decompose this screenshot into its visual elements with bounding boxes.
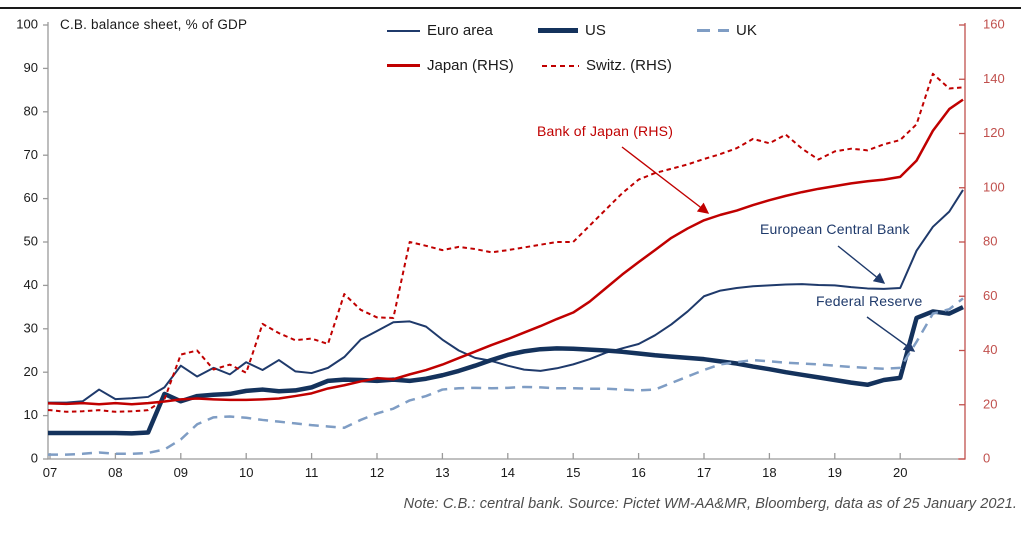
legend-label: UK bbox=[736, 22, 757, 39]
source-note: Note: C.B.: central bank. Source: Pictet… bbox=[403, 496, 1017, 512]
legend-label: Euro area bbox=[427, 22, 493, 39]
legend-item-us: US bbox=[538, 22, 606, 39]
annotation-bank-of-japan: Bank of Japan (RHS) bbox=[537, 123, 674, 139]
switzerland-line-swatch bbox=[542, 64, 579, 67]
legend-label: Japan (RHS) bbox=[427, 57, 514, 74]
legend-item-euro-area: Euro area bbox=[387, 22, 493, 39]
japan-line-swatch bbox=[387, 64, 420, 67]
legend-label: Switz. (RHS) bbox=[586, 57, 672, 74]
euro-area-line-swatch bbox=[387, 29, 420, 32]
legend-item-switzerland: Switz. (RHS) bbox=[542, 57, 672, 74]
legend-item-japan: Japan (RHS) bbox=[387, 57, 514, 74]
legend-item-uk: UK bbox=[697, 22, 757, 39]
us-line-swatch bbox=[538, 28, 578, 33]
axis-title: C.B. balance sheet, % of GDP bbox=[60, 17, 248, 32]
annotation-european-central-bank: European Central Bank bbox=[760, 221, 910, 237]
legend-label: US bbox=[585, 22, 606, 39]
annotation-federal-reserve: Federal Reserve bbox=[816, 293, 923, 309]
uk-line-swatch bbox=[697, 29, 729, 32]
